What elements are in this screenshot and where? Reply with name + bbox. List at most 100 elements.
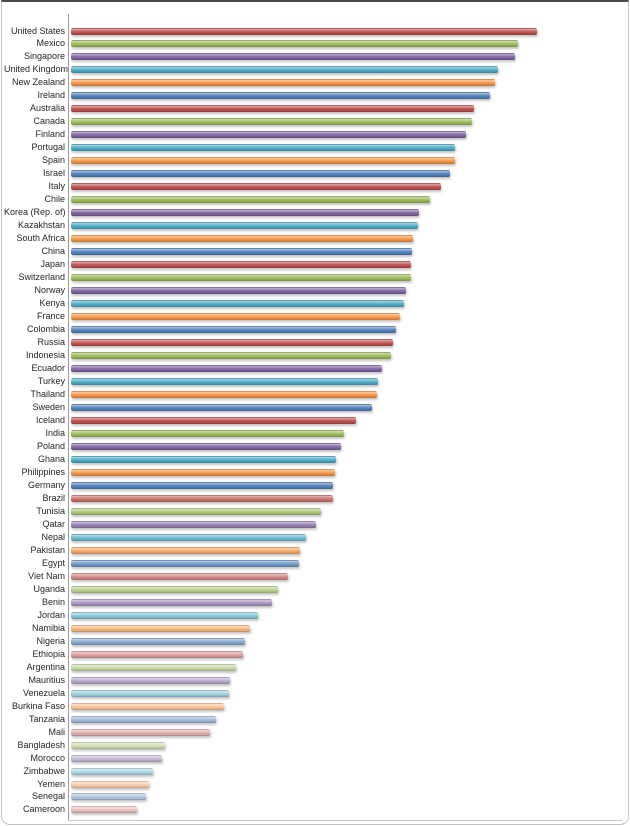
category-label: Benin	[41, 596, 65, 607]
bar-indonesia	[71, 352, 391, 360]
category-label: Kazakhstan	[17, 220, 65, 231]
bar-chile	[71, 196, 430, 204]
bar-burkina-faso	[71, 702, 224, 710]
bar-kenya	[71, 300, 404, 308]
bar-ireland	[71, 92, 490, 100]
bar-japan	[71, 261, 411, 269]
bar-germany	[71, 481, 333, 489]
bar-uganda	[71, 585, 278, 593]
bar-new-zealand	[71, 79, 495, 87]
category-label: South Africa	[16, 233, 65, 244]
bar-argentina	[71, 663, 236, 671]
category-label: Brazil	[42, 492, 65, 503]
category-label: Senegal	[31, 791, 65, 802]
bar-philippines	[71, 468, 335, 476]
bar-yemen	[71, 780, 149, 788]
bar-benin	[71, 598, 272, 606]
category-label: Turkey	[37, 376, 65, 387]
category-label: China	[41, 246, 65, 257]
category-label: Mexico	[36, 38, 65, 49]
bar-viet-nam	[71, 572, 288, 580]
category-label: France	[36, 311, 65, 322]
category-label: Egypt	[41, 557, 65, 568]
bar-nepal	[71, 533, 306, 541]
category-label: India	[45, 427, 65, 438]
bar-ghana	[71, 455, 336, 463]
bar-qatar	[71, 520, 316, 528]
bar-iceland	[71, 416, 356, 424]
category-label: Australia	[29, 103, 65, 114]
category-label: Venezuela	[22, 687, 65, 698]
bar-morocco	[71, 754, 162, 762]
category-label: New Zealand	[11, 77, 65, 88]
bar-sweden	[71, 404, 372, 411]
category-label: Viet Nam	[28, 570, 65, 581]
category-label: Argentina	[26, 661, 65, 672]
category-label: Spain	[41, 155, 65, 166]
category-label: Indonesia	[25, 350, 65, 361]
category-label: Kenya	[39, 298, 65, 309]
category-label: Ecuador	[31, 363, 65, 374]
bar-egypt	[71, 559, 299, 567]
bar-france	[71, 313, 400, 321]
bar-singapore	[71, 53, 515, 61]
bar-ecuador	[71, 365, 382, 373]
category-label: Namibia	[31, 622, 65, 633]
category-label: Finland	[35, 129, 65, 140]
bar-poland	[71, 442, 341, 450]
category-label: Cameroon	[22, 804, 65, 815]
category-label: Israel	[42, 168, 65, 179]
bar-india	[71, 429, 344, 437]
bar-brazil	[71, 494, 333, 502]
bar-canada	[71, 118, 472, 126]
bar-south-africa	[71, 235, 413, 243]
bar-united-kingdom	[71, 66, 498, 74]
bar-ethiopia	[71, 650, 243, 658]
category-label: Chile	[44, 194, 65, 205]
category-label: Colombia	[26, 324, 65, 335]
category-label: Pakistan	[30, 544, 65, 555]
bar-kazakhstan	[71, 222, 418, 230]
category-label: Ethiopia	[32, 648, 65, 659]
category-label: Burkina Faso	[11, 700, 65, 711]
category-label: Japan	[40, 259, 65, 270]
category-label: Tanzania	[28, 713, 65, 724]
bar-zimbabwe	[71, 767, 153, 775]
category-label: Portugal	[31, 142, 65, 153]
bar-norway	[71, 287, 406, 295]
category-label: United States	[10, 25, 65, 36]
bar-mexico	[71, 40, 518, 48]
category-label: Germany	[27, 479, 65, 490]
bar-jordan	[71, 611, 258, 619]
category-label: Jordan	[37, 609, 65, 620]
category-label: Nepal	[41, 531, 65, 542]
category-label: United Kingdom	[4, 64, 69, 75]
category-label: Singapore	[23, 51, 65, 62]
category-axis-line	[68, 14, 69, 820]
category-label: Yemen	[37, 778, 65, 789]
category-label: Philippines	[21, 466, 65, 477]
category-label: Tunisia	[36, 505, 65, 516]
bar-pakistan	[71, 546, 300, 554]
category-label: Ghana	[37, 453, 65, 464]
bar-united-states	[71, 27, 537, 35]
category-label: Mali	[48, 726, 65, 737]
bar-russia	[71, 339, 393, 347]
value-axis-line	[68, 820, 622, 821]
bar-china	[71, 248, 412, 256]
category-label: Uganda	[33, 583, 65, 594]
bar-australia	[71, 105, 474, 113]
category-label: Norway	[34, 285, 65, 296]
category-label: Poland	[36, 440, 65, 451]
bar-switzerland	[71, 274, 411, 282]
bar-mauritius	[71, 676, 230, 684]
category-label: Italy	[48, 181, 65, 192]
bar-korea-rep-of	[71, 209, 419, 217]
bar-spain	[71, 157, 455, 165]
category-label: Nigeria	[36, 635, 65, 646]
bar-namibia	[71, 624, 250, 632]
category-label: Russia	[37, 337, 65, 348]
bar-israel	[71, 170, 450, 178]
bar-portugal	[71, 144, 455, 152]
